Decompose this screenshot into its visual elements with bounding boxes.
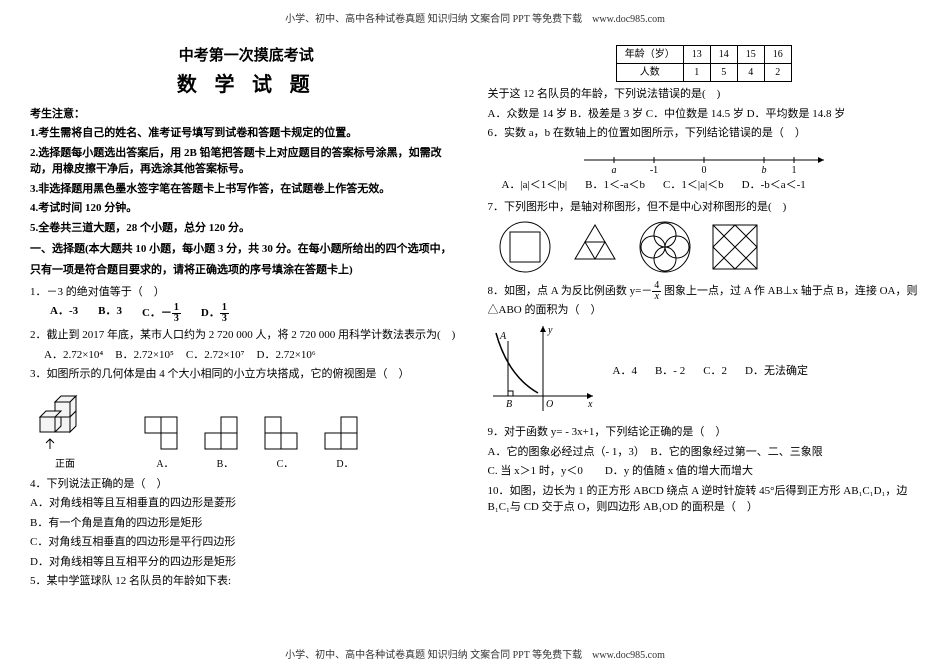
notice-5: 5.全卷共三道大题，28 个小题，总分 120 分。 xyxy=(30,220,463,237)
q9-opts-ab: A．它的图象必经过点（- 1，3） B．它的图象经过第一、二、三象限 xyxy=(488,444,921,461)
svg-text:b: b xyxy=(761,165,766,175)
q7-fig-b xyxy=(568,220,623,275)
q2-opt-a: A．2.72×10⁴ xyxy=(44,347,103,364)
question-5: 5．某中学篮球队 12 名队员的年龄如下表: xyxy=(30,573,463,590)
q1-opt-a: A．-3 xyxy=(50,303,78,324)
q6-opt-b: B．1＜-a＜b xyxy=(585,177,645,194)
q2-options: A．2.72×10⁴ B．2.72×10⁵ C．2.72×10⁷ D．2.72×… xyxy=(44,347,463,364)
section-1-heading: 一、选择题(本大题共 10 小题，每小题 3 分，共 30 分。在每小题所给出的… xyxy=(30,239,463,281)
q1-options: A．-3 B．3 C．－13 D．13 xyxy=(50,303,463,324)
svg-text:-1: -1 xyxy=(650,165,658,175)
age-col-1: 13 xyxy=(683,46,710,64)
exam-subtitle: 中考第一次摸底考试 xyxy=(30,45,463,68)
q5-options: A．众数是 14 岁 B．极差是 3 岁 C．中位数是 14.5 岁 D．平均数… xyxy=(488,106,921,123)
q3-label-d: D． xyxy=(320,457,370,472)
q8-row: A B O x y A．4 B．- 2 C．2 D．无法确定 xyxy=(488,321,921,421)
front-label: 正面 xyxy=(30,457,100,472)
q4-opt-b: B．有一个角是直角的四边形是矩形 xyxy=(30,515,463,532)
q8-opt-a: A．4 xyxy=(613,363,637,380)
question-10: 10．如图，边长为 1 的正方形 ABCD 绕点 A 逆时针旋转 45°后得到正… xyxy=(488,483,921,516)
q3-opt-b: B． xyxy=(200,412,250,472)
svg-text:0: 0 xyxy=(701,165,706,175)
q3-opt-c: C． xyxy=(260,412,310,472)
age-header: 年龄（岁） xyxy=(616,46,683,64)
question-6: 6．实数 a，b 在数轴上的位置如图所示，下列结论错误的是（ ） xyxy=(488,125,921,142)
q3-label-a: A． xyxy=(140,457,190,472)
q7-figures xyxy=(498,220,921,275)
svg-text:a: a xyxy=(611,165,616,175)
q4-opt-c: C．对角线互相垂直的四边形是平行四边形 xyxy=(30,534,463,551)
q4-opt-a: A．对角线相等且互相垂直的四边形是菱形 xyxy=(30,495,463,512)
q9-opts-cd: C. 当 x＞1 时，y＜0 D．y 的值随 x 值的增大而增大 xyxy=(488,463,921,480)
count-3: 4 xyxy=(737,64,764,82)
q4-opt-d: D．对角线相等且互相平分的四边形是矩形 xyxy=(30,554,463,571)
q6-opt-d: D．-b＜a＜-1 xyxy=(742,177,806,194)
q7-fig-a xyxy=(498,220,553,275)
notice-heading: 考生注意： xyxy=(30,106,463,123)
svg-text:x: x xyxy=(587,399,593,410)
q2-opt-c: C．2.72×10⁷ xyxy=(186,347,245,364)
q3-opt-a: A． xyxy=(140,412,190,472)
q3-solid: 正面 xyxy=(30,387,100,472)
exam-title: 数 学 试 题 xyxy=(30,70,463,100)
svg-text:O: O xyxy=(546,399,553,410)
number-line: a -1 0 b 1 xyxy=(574,145,834,175)
question-9: 9．对于函数 y= - 3x+1，下列结论正确的是（ ） xyxy=(488,424,921,441)
q3-label-c: C． xyxy=(260,457,310,472)
svg-text:B: B xyxy=(506,399,512,410)
notice-1: 1.考生需将自己的姓名、准考证号填写到试卷和答题卡规定的位置。 xyxy=(30,125,463,142)
svg-text:A: A xyxy=(499,331,507,342)
question-3: 3．如图所示的几何体是由 4 个大小相同的小立方块搭成，它的俯视图是（ ） xyxy=(30,366,463,383)
q3-label-b: B． xyxy=(200,457,250,472)
age-col-3: 15 xyxy=(737,46,764,64)
question-4: 4．下列说法正确的是（ ） xyxy=(30,476,463,493)
q6-opt-a: A．|a|＜1＜|b| xyxy=(502,177,568,194)
q6-opt-c: C．1＜|a|＜b xyxy=(663,177,724,194)
question-2: 2．截止到 2017 年底，某市人口约为 2 720 000 人，将 2 720… xyxy=(30,327,463,344)
age-col-4: 16 xyxy=(764,46,791,64)
left-column: 中考第一次摸底考试 数 学 试 题 考生注意： 1.考生需将自己的姓名、准考证号… xyxy=(30,45,463,625)
q2-opt-b: B．2.72×10⁵ xyxy=(115,347,174,364)
count-4: 2 xyxy=(764,64,791,82)
count-header: 人数 xyxy=(616,64,683,82)
notice-4: 4.考试时间 120 分钟。 xyxy=(30,200,463,217)
notice-3: 3.非选择题用黑色墨水签字笔在答题卡上书写作答，在试题卷上作答无效。 xyxy=(30,181,463,198)
q8-graph: A B O x y xyxy=(488,321,598,421)
count-1: 1 xyxy=(683,64,710,82)
content-columns: 中考第一次摸底考试 数 学 试 题 考生注意： 1.考生需将自己的姓名、准考证号… xyxy=(30,45,920,625)
notice-2: 2.选择题每小题选出答案后，用 2B 铅笔把答题卡上对应题目的答案标号涂黑，如需… xyxy=(30,145,463,178)
page-header: 小学、初中、高中各种试卷真题 知识归纳 文案合同 PPT 等免费下载 www.d… xyxy=(0,10,950,25)
page-footer: 小学、初中、高中各种试卷真题 知识归纳 文案合同 PPT 等免费下载 www.d… xyxy=(0,646,950,661)
q6-options: A．|a|＜1＜|b| B．1＜-a＜b C．1＜|a|＜b D．-b＜a＜-1 xyxy=(502,177,921,194)
svg-text:1: 1 xyxy=(791,165,796,175)
q3-opt-d: D． xyxy=(320,412,370,472)
q8-opt-c: C．2 xyxy=(703,363,727,380)
count-2: 5 xyxy=(710,64,737,82)
question-8: 8．如图，点 A 为反比例函数 y=－4x 图象上一点，过 A 作 AB⊥x 轴… xyxy=(488,281,921,319)
q5-text: 关于这 12 名队员的年龄，下列说法错误的是( ) xyxy=(488,86,921,103)
age-table: 年龄（岁） 13 14 15 16 人数 1 5 4 2 xyxy=(616,45,792,82)
q1-opt-c: C．－13 xyxy=(142,303,181,324)
q8-opt-b: B．- 2 xyxy=(655,363,685,380)
question-1: 1．－3 的绝对值等于（ ） xyxy=(30,284,463,301)
q8-options: A．4 B．- 2 C．2 D．无法确定 xyxy=(613,363,809,380)
q8-opt-d: D．无法确定 xyxy=(745,363,808,380)
q2-opt-d: D．2.72×10⁶ xyxy=(257,347,316,364)
q7-fig-d xyxy=(708,220,763,275)
age-col-2: 14 xyxy=(710,46,737,64)
q1-opt-b: B．3 xyxy=(98,303,122,324)
q1-opt-d: D．13 xyxy=(201,303,229,324)
right-column: 年龄（岁） 13 14 15 16 人数 1 5 4 2 关于这 12 名队员的… xyxy=(488,45,921,625)
q3-figures: 正面 A． B． C． D． xyxy=(30,387,463,472)
svg-text:y: y xyxy=(547,325,553,336)
q7-fig-c xyxy=(638,220,693,275)
question-7: 7．下列图形中，是轴对称图形，但不是中心对称图形的是( ) xyxy=(488,199,921,216)
